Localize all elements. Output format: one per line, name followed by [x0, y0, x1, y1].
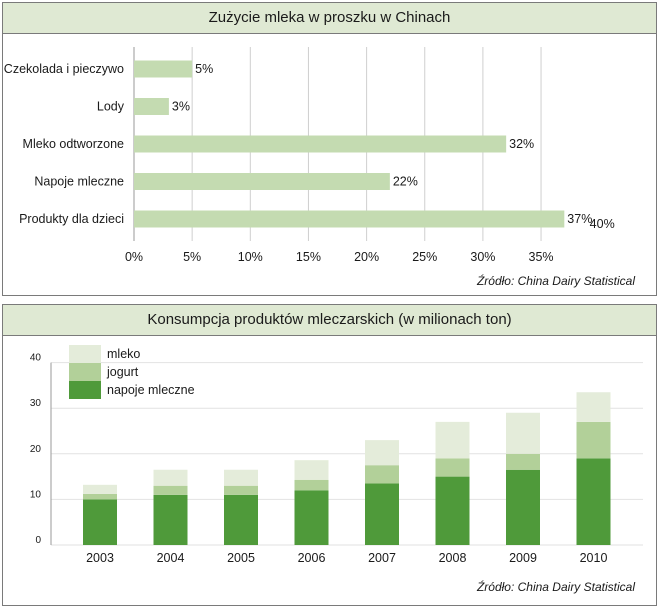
x-tick-label: 2007	[368, 551, 396, 565]
x-tick-label: 2010	[580, 551, 608, 565]
x-tick-label: 2003	[86, 551, 114, 565]
x-tick-label: 2008	[439, 551, 467, 565]
legend-swatch	[69, 345, 101, 363]
bar	[134, 135, 507, 153]
value-label: 32%	[509, 137, 534, 151]
source-note: Źródło: China Dairy Statistical	[476, 273, 635, 288]
y-tick-label: 20	[30, 444, 42, 455]
y-tick-label: 0	[35, 535, 41, 546]
value-label: 5%	[195, 62, 213, 76]
bar-segment-napoje-mleczne	[83, 499, 117, 545]
bar-segment-jogurt	[576, 421, 611, 459]
bar-segment-jogurt	[365, 465, 399, 484]
category-label: Produkty dla dzieci	[19, 212, 124, 226]
bar-segment-mleko	[224, 469, 258, 486]
chart-title: Konsumpcja produktów mleczarskich (w mil…	[3, 305, 656, 336]
category-label: Mleko odtworzone	[23, 137, 124, 151]
x-tick-label: 10%	[238, 250, 263, 264]
bar-segment-napoje-mleczne	[224, 494, 258, 545]
legend-label: napoje mleczne	[107, 383, 195, 397]
value-label: 22%	[393, 175, 418, 189]
bar-segment-jogurt	[506, 453, 540, 470]
chart-panel-dairy-consumption: Konsumpcja produktów mleczarskich (w mil…	[2, 304, 657, 606]
category-label: Napoje mleczne	[34, 175, 124, 189]
chart-panel-powdered-milk: Zużycie mleka w proszku w Chinach 0% 5% 10…	[2, 2, 657, 296]
x-tick-label: 2009	[509, 551, 537, 565]
legend-swatch	[69, 363, 101, 381]
x-tick-label: 25%	[412, 250, 437, 264]
category-label: Lody	[97, 100, 125, 114]
bar-segment-mleko	[294, 460, 329, 480]
stacked-bar-chart: 0 10 20 30 40 2003 2004 2005 2006 2007 2008 2009 201…	[30, 345, 643, 594]
value-label: 37%	[567, 212, 592, 226]
x-tick-label: 35%	[529, 250, 554, 264]
y-tick-label: 10	[30, 489, 42, 500]
legend-swatch	[69, 381, 101, 399]
y-tick-label: 40	[30, 353, 42, 364]
bar	[134, 60, 193, 78]
bar-segment-jogurt	[153, 485, 188, 495]
x-tick-label: 30%	[470, 250, 495, 264]
bar-segment-napoje-mleczne	[294, 490, 329, 545]
bar	[134, 98, 169, 115]
legend-label: jogurt	[106, 365, 139, 379]
extra-value-label: 40%	[590, 217, 615, 231]
bar-segment-mleko	[435, 421, 470, 459]
bar	[134, 210, 565, 228]
bar-segment-napoje-mleczne	[435, 476, 470, 545]
bar-segment-mleko	[153, 469, 188, 486]
x-tick-label: 2005	[227, 551, 255, 565]
bar-segment-napoje-mleczne	[153, 494, 188, 545]
bar-segment-napoje-mleczne	[506, 469, 540, 545]
x-tick-label: 2004	[157, 551, 185, 565]
bar	[134, 173, 390, 190]
legend-label: mleko	[107, 347, 140, 361]
x-tick-label: 0%	[125, 250, 143, 264]
bar-segment-napoje-mleczne	[365, 483, 399, 545]
x-tick-label: 5%	[183, 250, 201, 264]
category-label: Czekolada i pieczywo	[4, 62, 124, 76]
bar-segment-jogurt	[83, 493, 117, 500]
chart-title: Zużycie mleka w proszku w Chinach	[3, 3, 656, 34]
source-note: Źródło: China Dairy Statistical	[476, 579, 635, 594]
bar-segment-mleko	[506, 412, 540, 454]
bar-segment-jogurt	[435, 458, 470, 477]
y-tick-label: 30	[30, 398, 42, 409]
x-tick-label: 15%	[296, 250, 321, 264]
x-tick-label: 2006	[298, 551, 326, 565]
x-tick-label: 20%	[354, 250, 379, 264]
bar-segment-jogurt	[294, 479, 329, 491]
bar-segment-mleko	[83, 484, 117, 494]
bar-segment-mleko	[576, 392, 611, 422]
value-label: 3%	[172, 100, 190, 114]
hbar-chart: 0% 5% 10% 15% 20% 25% 30% 35% Czekolada i pieczy…	[4, 47, 635, 288]
bar-segment-jogurt	[224, 485, 258, 495]
bar-segment-mleko	[365, 440, 399, 466]
bar-segment-napoje-mleczne	[576, 458, 611, 545]
